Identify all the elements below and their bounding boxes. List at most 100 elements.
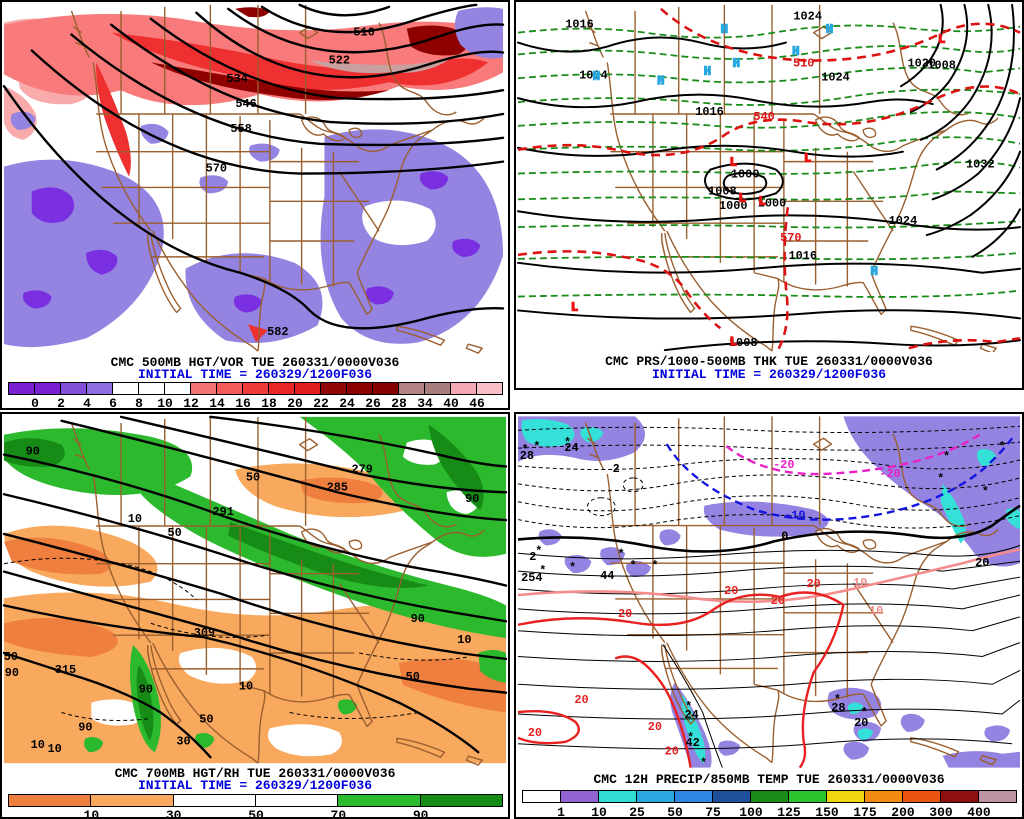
colorbar-tick-label: 125: [777, 805, 801, 819]
snowflake-symbol: *: [618, 547, 625, 561]
colorbar-tick-label: 400: [967, 805, 991, 819]
contour-label: 570: [780, 231, 801, 245]
colorbar-cell: [320, 382, 347, 395]
colorbar-tick-label: 46: [469, 396, 485, 411]
colorbar-cell: [712, 790, 751, 803]
contour-label: 20: [854, 716, 868, 730]
colorbar-cell: [8, 794, 92, 807]
colorbar-tick-label: 300: [929, 805, 953, 819]
contour-label: 1008: [708, 184, 737, 198]
contour-label: 28: [831, 701, 845, 715]
colorbar-cell: [940, 790, 979, 803]
colorbar-cell: [636, 790, 675, 803]
contour-label: 1008: [927, 58, 956, 72]
colorbar-cell: [788, 790, 827, 803]
snowflake-symbol: *: [999, 440, 1006, 454]
colorbar-tick-label: 75: [705, 805, 721, 819]
panel-caption: CMC PRS/1000-500MB THK TUE 260331/0000V0…: [605, 354, 933, 369]
contour-label: 2: [529, 550, 536, 564]
colorbar-tick-label: 34: [417, 396, 433, 411]
temp-contours-negative: [517, 425, 1021, 529]
colorbar-tick-label: 14: [209, 396, 225, 411]
colorbar-cell: [902, 790, 941, 803]
colorbar-tick-label: 10: [591, 805, 607, 819]
colorbar-cell: [750, 790, 789, 803]
contour-label: 20: [975, 556, 989, 570]
contour-labels: 1016102410241020100810241016100010081000…: [565, 10, 994, 350]
colorbar-cell: [864, 790, 903, 803]
colorbar-tick-label: 25: [629, 805, 645, 819]
panel-caption: CMC 700MB HGT/RH TUE 260331/0000V036: [114, 766, 396, 781]
contour-label: 10: [457, 633, 471, 647]
colorbar-cell: [138, 382, 165, 395]
contour-label: 582: [267, 325, 288, 339]
colorbar-tick-label: 16: [235, 396, 251, 411]
panel-700mb-hgt-rh: 279 285 291 309 315 90 50 10 50 90 90 10 50 30 10 90 50 9…: [0, 412, 510, 819]
low-symbol: L: [571, 300, 578, 314]
snowflake-symbol: *: [569, 561, 576, 575]
colorbar-tick-label: 70: [330, 808, 347, 819]
colorbar-cell: [254, 794, 339, 807]
colorbar-tick-label: 200: [891, 805, 915, 819]
contour-label: 20: [574, 693, 588, 707]
contour-label: 10: [853, 576, 867, 590]
colorbar-tick-label: 12: [183, 396, 199, 411]
snowflake-symbol: *: [943, 450, 950, 464]
basemap-outlines: [584, 416, 999, 766]
colorbar-tick-label: 22: [313, 396, 329, 411]
high-symbol: H: [593, 69, 600, 83]
contour-label: 1024: [793, 10, 822, 24]
colorbar-cell: [674, 790, 713, 803]
colorbar-cell: [34, 382, 61, 395]
snowflake-symbol: *: [535, 544, 542, 558]
contour-label: 1016: [788, 249, 817, 263]
contour-label: 24: [564, 441, 578, 455]
contour-label: 2: [613, 462, 620, 476]
contour-label: 510: [353, 26, 374, 40]
colorbar-cell: [419, 794, 503, 807]
colorbar-cell: [476, 382, 503, 395]
temp-contour-plus10: [517, 548, 1021, 604]
colorbar-tick-label: 28: [391, 396, 407, 411]
thickness-contours-green: [517, 24, 1021, 298]
panel-500mb-hgt-vor: 510 522 534 546 558 570 582 CMC 500MB HGT/VOR …: [0, 0, 510, 411]
colorbar-cell: [268, 382, 295, 395]
colorbar-tick-label: 0: [31, 396, 39, 411]
basemap-outlines: [584, 4, 999, 352]
colorbar-cell: [826, 790, 865, 803]
colorbar-labels: 10 30 50 70 90: [9, 808, 503, 819]
panel-prs-thickness: 1016 1024 1024 1020 1008 1024 1016 1000 1008 1000…: [514, 0, 1024, 390]
colorbar-tick-label: 20: [287, 396, 303, 411]
rh-thin-contours: [3, 557, 469, 721]
thickness-contours-red: [517, 7, 1021, 351]
contour-label: 90: [411, 612, 425, 626]
contour-label: 42: [685, 736, 699, 750]
contour-label: -10: [784, 509, 805, 523]
contour-label: 10: [869, 604, 883, 618]
colorbar-cell: [522, 790, 561, 803]
colorbar-cell: [450, 382, 477, 395]
colorbar-cell: [398, 382, 425, 395]
high-symbol: H: [704, 64, 711, 78]
colorbar-tick-label: 4: [83, 396, 91, 411]
contour-label: 10: [47, 742, 61, 756]
colorbar-tick-label: 10: [83, 808, 100, 819]
colorbar-cell: [346, 382, 373, 395]
temp-contour-plus20: [517, 591, 845, 769]
high-symbol: H: [826, 23, 833, 37]
contour-label: 20: [618, 607, 632, 621]
contour-label: 1016: [695, 105, 724, 119]
colorbar: [8, 382, 503, 395]
high-symbol: H: [721, 23, 728, 37]
snowflake-symbol: *: [982, 485, 989, 499]
contour-label: 90: [465, 492, 479, 506]
contour-label: 28: [520, 449, 534, 463]
contour-label: 10: [31, 738, 45, 752]
contour-label: 1000: [719, 199, 748, 213]
colorbar-cell: [294, 382, 321, 395]
